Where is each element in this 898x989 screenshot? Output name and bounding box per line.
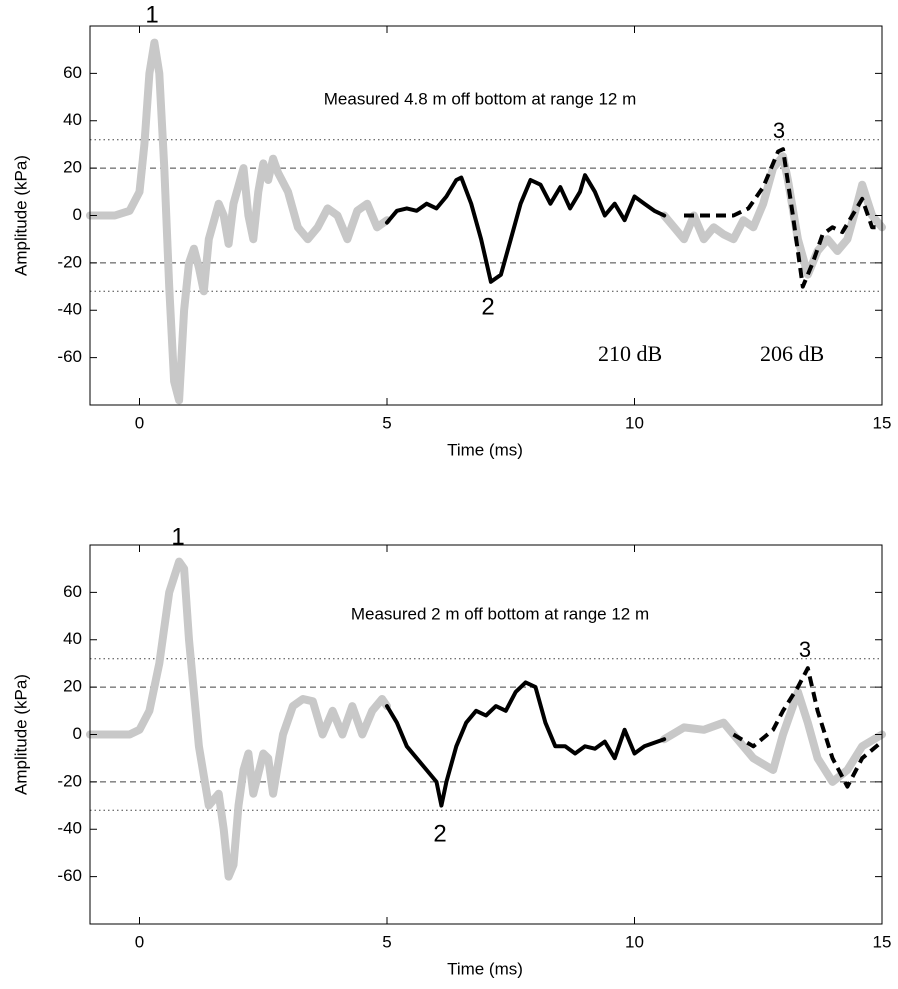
y-tick-label: -40 <box>57 819 82 838</box>
y-tick-label: 40 <box>63 110 82 129</box>
annotation: Measured 4.8 m off bottom at range 12 m <box>324 89 636 108</box>
annotation: 2 <box>433 820 446 847</box>
annotation: Measured 2 m off bottom at range 12 m <box>351 604 649 623</box>
y-tick-label: 60 <box>63 63 82 82</box>
x-tick-label: 10 <box>625 932 644 951</box>
x-tick-label: 15 <box>873 413 892 432</box>
data-line <box>732 666 884 789</box>
x-axis-label: Time (ms) <box>447 959 523 978</box>
annotation: 210 dB <box>598 341 662 366</box>
y-tick-label: 0 <box>73 205 82 224</box>
y-tick-label: 60 <box>63 582 82 601</box>
y-tick-label: 20 <box>63 158 82 177</box>
y-tick-label: -20 <box>57 252 82 271</box>
x-axis-label: Time (ms) <box>447 440 523 459</box>
annotation: 1 <box>145 1 158 28</box>
data-line <box>385 680 667 808</box>
annotation: 3 <box>773 118 785 143</box>
annotation: 3 <box>799 637 811 662</box>
y-tick-label: -20 <box>57 771 82 790</box>
plot-area <box>90 545 882 924</box>
annotation: 1 <box>171 523 184 550</box>
y-axis-label: Amplitude (kPa) <box>11 155 30 276</box>
x-tick-label: 0 <box>135 932 144 951</box>
data-line <box>385 173 667 284</box>
x-tick-label: 5 <box>382 413 391 432</box>
y-tick-label: -60 <box>57 347 82 366</box>
x-tick-label: 5 <box>382 932 391 951</box>
y-tick-label: 20 <box>63 677 82 696</box>
x-tick-label: 15 <box>873 932 892 951</box>
annotation: 2 <box>481 293 494 320</box>
y-tick-label: -40 <box>57 300 82 319</box>
x-tick-label: 10 <box>625 413 644 432</box>
y-tick-label: 40 <box>63 629 82 648</box>
x-tick-label: 0 <box>135 413 144 432</box>
y-axis-label: Amplitude (kPa) <box>11 674 30 795</box>
y-tick-label: -60 <box>57 866 82 885</box>
annotation: 206 dB <box>760 341 824 366</box>
data-line <box>86 38 886 405</box>
y-tick-label: 0 <box>73 724 82 743</box>
